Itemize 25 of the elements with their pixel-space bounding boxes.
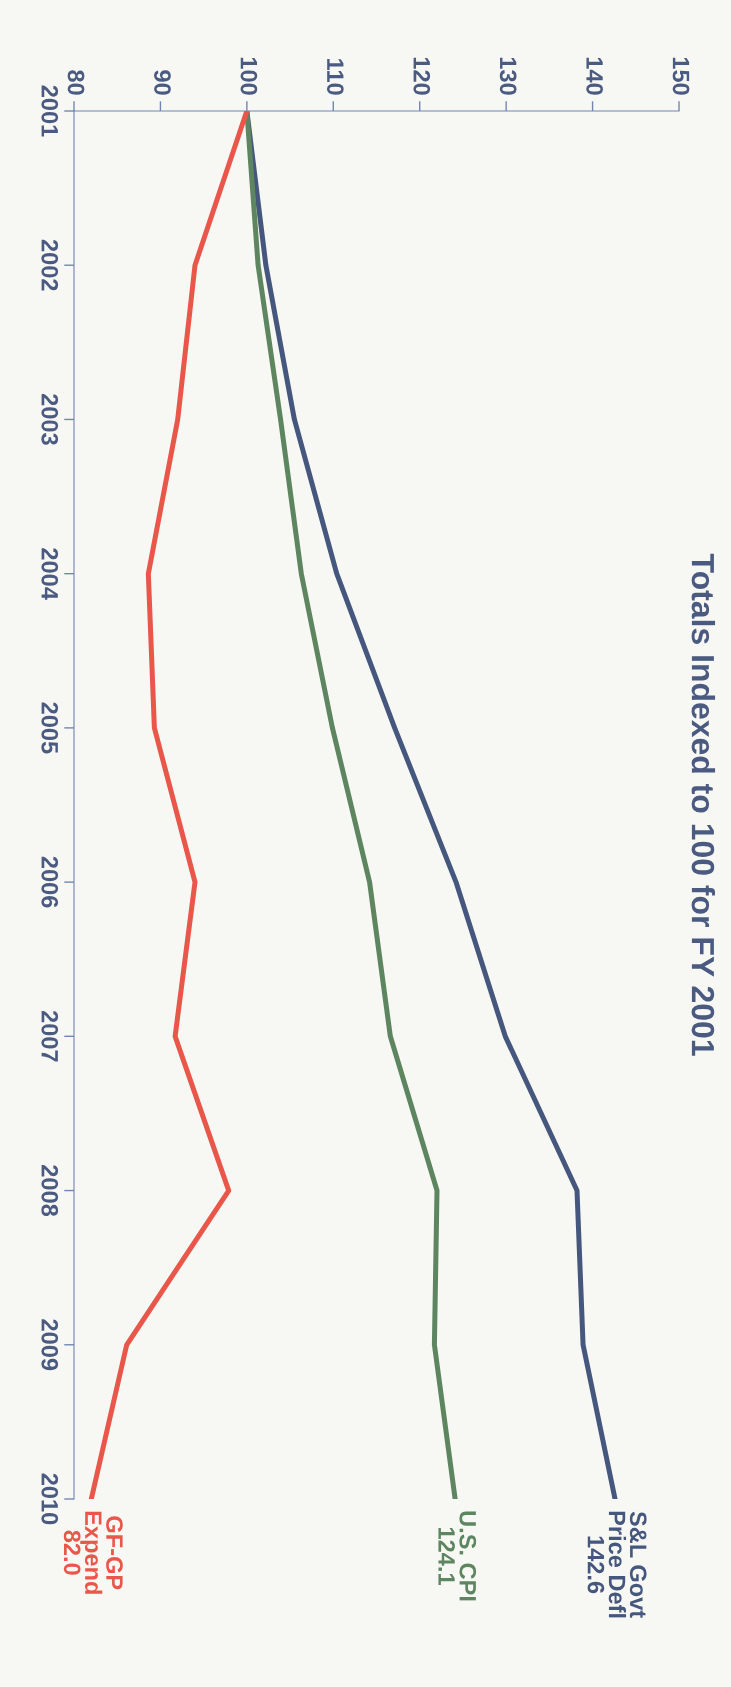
y-tick-label: 2005: [41, 702, 59, 754]
y-tick-label: 2004: [41, 548, 59, 600]
y-tick-label: 2006: [41, 856, 59, 908]
y-tick-label: 2007: [41, 1010, 59, 1062]
x-tick-label: 110: [326, 59, 344, 95]
x-tick-label: 150: [672, 57, 690, 95]
x-tick-label: 80: [67, 70, 85, 95]
x-tick-label: 120: [413, 57, 431, 95]
y-tick-label: 2001: [41, 85, 59, 137]
data-label: 82.0: [63, 1530, 81, 1575]
x-tick-label: 140: [586, 57, 603, 95]
y-tick-label: 2003: [41, 394, 59, 445]
y-tick-label: 2010: [41, 1473, 59, 1525]
text: GF-GP Expend: [80, 1511, 123, 1594]
text: U.S. CPI: [459, 1511, 477, 1601]
x-tick-label: 130: [499, 57, 517, 95]
data-label: 124.1: [438, 1527, 455, 1585]
y-tick-label: 2002: [41, 239, 59, 291]
data-label: 142.6: [587, 1536, 605, 1594]
x-tick-label: 90: [154, 70, 171, 95]
text: S&L Govt Price Defl: [608, 1511, 647, 1618]
x-tick-label: 100: [240, 57, 258, 95]
text: Totals Indexed to 100 for FY 2001: [691, 553, 716, 1056]
y-tick-label: 2008: [41, 1165, 59, 1217]
y-tick-label: 2009: [41, 1319, 59, 1371]
